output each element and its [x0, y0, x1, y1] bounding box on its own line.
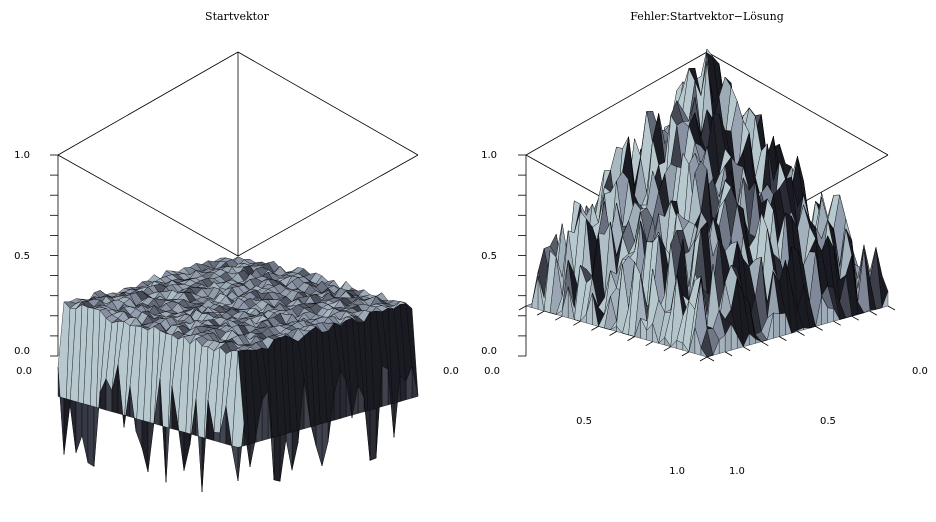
surface-skirt — [273, 435, 281, 482]
surface-skirt — [863, 309, 871, 313]
surface-skirt — [791, 330, 798, 334]
y-tick — [609, 331, 617, 336]
surface-skirt — [381, 365, 389, 407]
z-tick-label: 0.0 — [481, 346, 497, 357]
y-tick-label: 0.0 — [484, 366, 500, 377]
base-axis-ticks — [518, 305, 896, 362]
x-tick — [851, 315, 859, 321]
surface-skirt — [75, 401, 83, 453]
y-tick — [536, 310, 545, 316]
y-tick — [518, 305, 527, 311]
surface-skirt — [664, 336, 672, 348]
surface-skirt — [321, 421, 329, 466]
y-tick-label: 0.0 — [16, 366, 32, 377]
surface-mesh-startvektor — [57, 256, 419, 492]
x-tick-label: 0.5 — [820, 416, 836, 427]
y-tick — [681, 351, 690, 357]
x-tick — [815, 326, 823, 331]
surface-skirt — [682, 342, 690, 353]
x-tick — [797, 331, 805, 336]
x-tick — [761, 341, 769, 347]
x-tick — [869, 310, 878, 316]
y-tick — [591, 326, 599, 331]
z-tick-label: 1.0 — [481, 150, 497, 161]
z-tick-label: 0.5 — [14, 251, 30, 262]
surface-skirt — [81, 403, 89, 463]
x-tick — [743, 346, 751, 352]
surface-skirt — [279, 433, 287, 482]
x-tick — [833, 320, 841, 326]
z-tick-label: 1.0 — [14, 150, 30, 161]
y-tick-label: 0.5 — [576, 416, 592, 427]
surface-skirt — [712, 340, 720, 356]
z-tick-label: 0.0 — [14, 346, 30, 357]
surface-skirt — [537, 276, 545, 312]
surface-skirt — [369, 408, 377, 461]
x-tick — [706, 356, 715, 362]
surface-skirt — [881, 291, 889, 308]
surface-skirt — [700, 347, 708, 358]
surface-skirt — [69, 399, 77, 453]
surface-skirt — [135, 418, 143, 448]
surface-skirt — [803, 327, 810, 331]
x-tick — [724, 351, 733, 357]
surface-skirt — [525, 303, 533, 308]
surface-skirt — [742, 333, 750, 348]
surface-skirt — [568, 286, 575, 320]
y-tick — [699, 356, 708, 362]
surface-skirt — [237, 424, 245, 481]
z-tick-label: 0.5 — [481, 251, 497, 262]
surface-skirt — [531, 276, 539, 310]
surface-skirt — [291, 430, 299, 471]
x-tick — [887, 305, 896, 311]
surface-skirt — [183, 431, 191, 471]
title-startvektor: Startvektor — [205, 10, 270, 23]
y-tick-label: 1.0 — [669, 466, 685, 477]
surface-skirt — [767, 312, 774, 341]
surface-skirt — [779, 313, 786, 337]
surface-skirt — [773, 312, 780, 339]
y-tick — [555, 315, 563, 321]
x-tick-label: 0.0 — [912, 366, 928, 377]
surface-skirt — [141, 420, 149, 472]
z-axis-ticks — [50, 154, 58, 357]
surface-skirt — [315, 423, 323, 466]
surface-mesh-fehler — [525, 48, 889, 358]
x-tick — [779, 336, 787, 341]
surface-skirt — [815, 296, 822, 327]
surface-skirt — [63, 397, 71, 455]
title-fehler: Fehler:Startvektor−Lösung — [630, 10, 784, 23]
surface-skirt — [827, 307, 834, 324]
surface-skirt — [616, 325, 624, 334]
surface-skirt — [231, 445, 239, 481]
surface-skirt — [147, 421, 155, 472]
surface-skirt — [869, 309, 876, 312]
y-tick — [627, 336, 635, 341]
y-tick — [663, 346, 671, 352]
surface-skirt — [592, 293, 599, 327]
plot-fehler: Fehler:Startvektor−Lösung 1.0 0.5 0.0 0.… — [481, 10, 928, 477]
surface-skirt — [652, 323, 659, 344]
surface-skirt — [213, 432, 221, 443]
y-tick — [645, 341, 653, 347]
z-axis-ticks — [518, 154, 526, 357]
x-tick-label: 0.0 — [443, 366, 459, 377]
surface-skirt — [285, 431, 293, 471]
y-tick — [573, 320, 581, 326]
x-tick-label: 1.0 — [729, 466, 745, 477]
surface-skirt — [87, 404, 95, 467]
plot-startvektor: Startvektor 1.0 0.5 0.0 0.0 0.0 — [14, 10, 459, 492]
